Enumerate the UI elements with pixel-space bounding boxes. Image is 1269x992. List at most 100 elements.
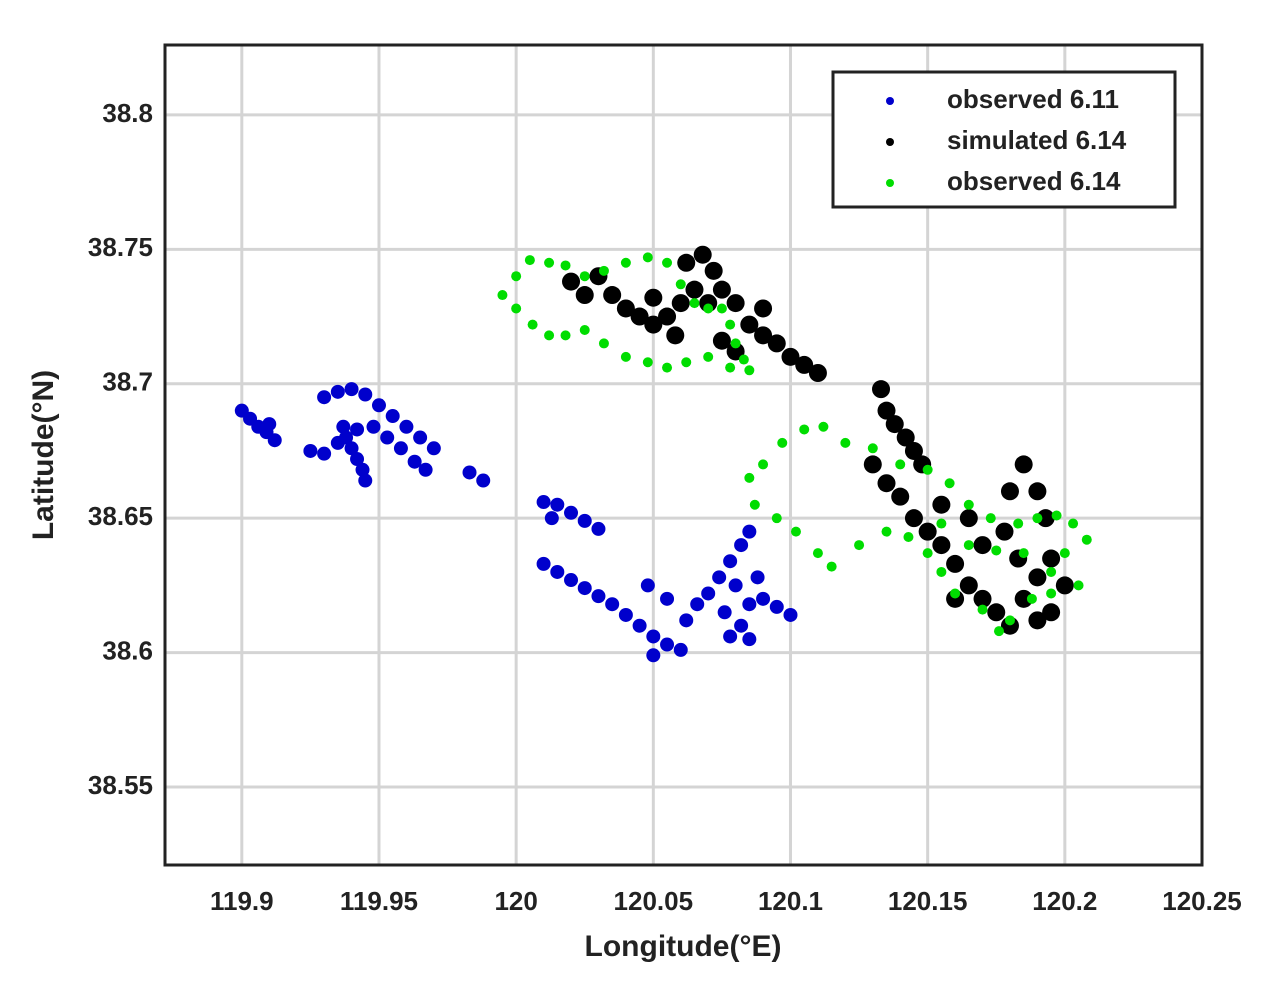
y-tick-label: 38.8 — [102, 98, 153, 128]
point — [1081, 534, 1092, 545]
point — [675, 279, 686, 290]
point — [620, 257, 631, 268]
point — [936, 518, 947, 529]
point — [1042, 549, 1061, 568]
point — [426, 441, 441, 456]
x-tick-label: 120.2 — [1032, 886, 1097, 916]
point — [344, 382, 359, 397]
y-tick-label: 38.55 — [88, 770, 153, 800]
point — [618, 607, 633, 622]
point — [577, 581, 592, 596]
point — [646, 648, 661, 663]
point — [646, 629, 661, 644]
point — [895, 459, 906, 470]
point — [1013, 518, 1024, 529]
point — [854, 540, 865, 551]
point — [808, 364, 827, 382]
point — [717, 605, 732, 620]
point — [527, 319, 538, 330]
point — [685, 280, 704, 299]
point — [872, 380, 891, 399]
point — [944, 478, 955, 489]
point — [985, 513, 996, 524]
point — [750, 570, 765, 585]
point — [973, 589, 992, 608]
point — [330, 384, 345, 399]
point — [550, 564, 565, 579]
point — [703, 303, 714, 314]
point — [704, 261, 723, 280]
point — [946, 554, 965, 573]
point — [620, 351, 631, 362]
x-tick-label: 120 — [494, 886, 537, 916]
point — [564, 573, 579, 588]
point — [560, 330, 571, 341]
point — [358, 387, 373, 402]
y-tick-label: 38.75 — [88, 232, 153, 262]
point — [728, 578, 743, 593]
point — [1000, 482, 1019, 501]
legend-marker — [886, 97, 894, 105]
point — [666, 326, 685, 345]
point — [1032, 513, 1043, 524]
point — [1004, 615, 1015, 626]
point — [885, 415, 904, 434]
point — [579, 324, 590, 335]
point — [380, 430, 395, 445]
point — [662, 257, 673, 268]
point — [716, 303, 727, 314]
point — [840, 437, 851, 448]
x-tick-label: 120.15 — [888, 886, 968, 916]
point — [660, 591, 675, 606]
point — [744, 365, 755, 376]
x-tick-label: 120.1 — [758, 886, 823, 916]
point — [511, 303, 522, 314]
point — [1042, 603, 1061, 622]
point — [1014, 455, 1033, 474]
point — [644, 288, 663, 307]
point — [407, 454, 422, 469]
point — [350, 422, 365, 437]
point — [577, 513, 592, 528]
point — [317, 446, 332, 461]
point — [1028, 568, 1047, 587]
point — [726, 342, 745, 361]
point — [677, 253, 696, 272]
point — [767, 334, 786, 353]
point — [818, 421, 829, 432]
point — [1026, 593, 1037, 604]
point — [734, 618, 749, 633]
point — [358, 473, 373, 488]
point — [922, 548, 933, 559]
point — [399, 419, 414, 434]
point — [1051, 510, 1062, 521]
point — [560, 260, 571, 271]
y-axis-title: Latitude(°N) — [27, 370, 60, 540]
x-axis-title: Longitude(°E) — [585, 930, 782, 963]
point — [734, 538, 749, 553]
point — [693, 245, 712, 264]
point — [591, 521, 606, 536]
point — [1059, 548, 1070, 559]
point — [1028, 482, 1047, 501]
point — [1055, 576, 1074, 595]
point — [462, 465, 477, 480]
legend-marker — [886, 138, 894, 146]
point — [758, 459, 769, 470]
legend-label: observed 6.14 — [947, 166, 1121, 196]
point — [977, 604, 988, 615]
point — [918, 522, 937, 541]
point — [701, 586, 716, 601]
point — [744, 472, 755, 483]
x-tick-label: 119.95 — [340, 886, 418, 916]
point — [730, 338, 741, 349]
point — [679, 613, 694, 628]
point — [605, 597, 620, 612]
point — [950, 588, 961, 599]
point — [350, 452, 365, 467]
point — [738, 354, 749, 365]
point — [725, 362, 736, 373]
point — [881, 526, 892, 537]
point — [963, 499, 974, 510]
point — [1073, 580, 1084, 591]
